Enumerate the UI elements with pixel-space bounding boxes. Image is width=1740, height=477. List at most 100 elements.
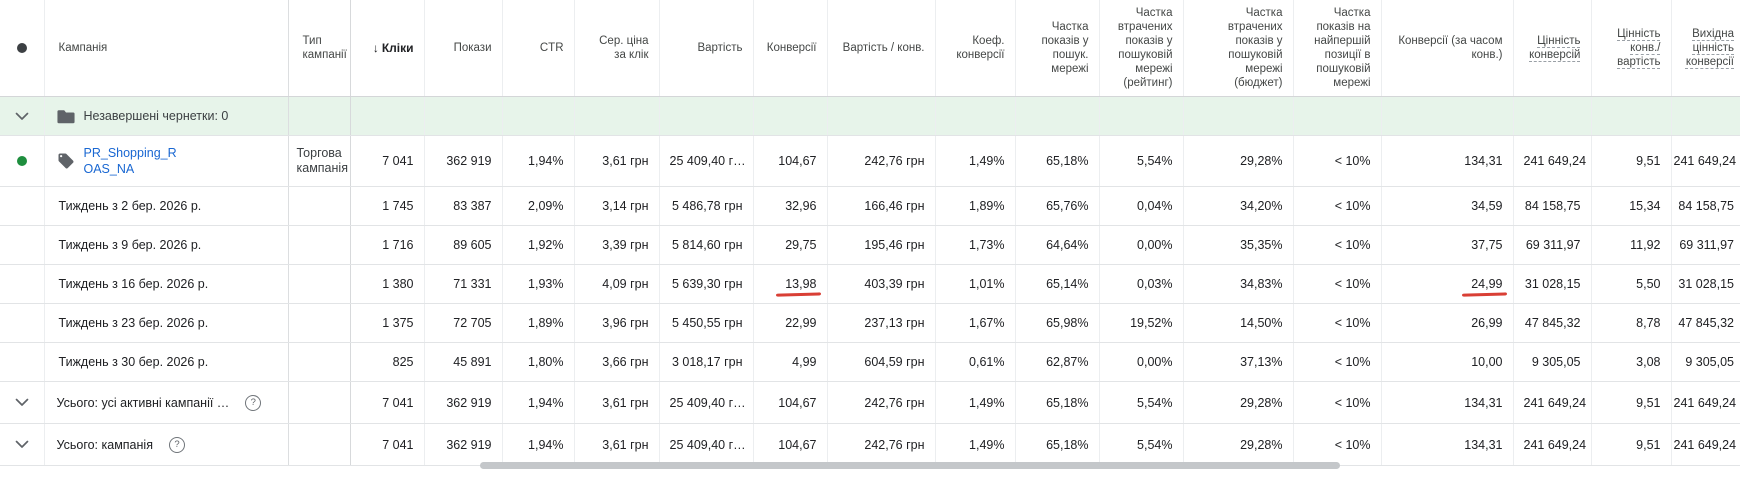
cell-search_lost_is_rank: 19,52% bbox=[1099, 303, 1184, 343]
cell-conv_rate: 1,49% bbox=[935, 381, 1016, 424]
cell-conv_value_per_cost: 9,51 bbox=[1591, 423, 1672, 466]
column-header-all_conv_value[interactable]: Вихідна цінність конверсії bbox=[1671, 0, 1740, 97]
metric-value: 0,00% bbox=[1137, 238, 1173, 252]
cell-search_impr_share: 64,64% bbox=[1015, 225, 1100, 265]
cell-campaign-type bbox=[288, 225, 351, 265]
cell-impressions: 362 919 bbox=[424, 381, 503, 424]
column-label-search_lost_is_budget: Частка втрачених показів у пошуковій мер… bbox=[1227, 7, 1283, 89]
metric-value: 22,99 bbox=[785, 316, 817, 330]
cell-cost: 5 639,30 грн bbox=[659, 264, 754, 304]
column-header-conv_value[interactable]: Цінність конверсій bbox=[1513, 0, 1592, 97]
metric-value: 1,01% bbox=[969, 277, 1005, 291]
cell-all_conv_value: 84 158,75 bbox=[1671, 186, 1740, 226]
column-header-avg_cpc[interactable]: Сер. ціна за клік bbox=[574, 0, 660, 97]
metric-value: 29,28% bbox=[1240, 437, 1283, 452]
metric-value: 237,13 грн bbox=[864, 316, 925, 330]
campaign-table: Кампанія Тип кампанії ↓ Кліки Покази CTR Сер. … bbox=[0, 0, 1740, 466]
column-header-conv_by_time[interactable]: Конверсії (за часом конв.) bbox=[1381, 0, 1514, 97]
cell-cost_per_conv: 237,13 грн bbox=[827, 303, 936, 343]
metric-value: 7 041 bbox=[382, 395, 414, 410]
help-icon[interactable]: ? bbox=[245, 394, 262, 411]
cell-clicks: 1 745 bbox=[350, 186, 425, 226]
column-header-type[interactable]: Тип кампанії bbox=[288, 0, 351, 97]
cell-status bbox=[0, 423, 45, 466]
red-underlined-value: 13,98 bbox=[785, 277, 817, 291]
chevron-down-icon[interactable] bbox=[15, 112, 29, 121]
column-header-cost[interactable]: Вартість bbox=[659, 0, 754, 97]
cell-campaign-type bbox=[288, 342, 351, 382]
help-icon[interactable]: ? bbox=[168, 436, 185, 453]
cell-search_impr_share: 65,98% bbox=[1015, 303, 1100, 343]
metric-value: 9,51 bbox=[1636, 437, 1661, 452]
column-label-cost: Вартість bbox=[697, 42, 743, 54]
cell-campaign-type: Торгова кампанія bbox=[288, 135, 351, 187]
metric-value: 3,08 bbox=[1636, 355, 1661, 369]
week-row: Тиждень з 9 бер. 2026 р. 1 716 89 605 1,92%… bbox=[0, 225, 1740, 265]
column-header-search_lost_is_budget[interactable]: Частка втрачених показів у пошуковій мер… bbox=[1183, 0, 1294, 97]
cell-conv_value: 47 845,32 bbox=[1513, 303, 1592, 343]
cell-campaign: Усього: усі активні кампанії …? bbox=[44, 381, 289, 424]
metric-value: 241 649,24 bbox=[1523, 154, 1587, 168]
chevron-down-icon[interactable] bbox=[15, 398, 29, 407]
cell-campaign: Тиждень з 30 бер. 2026 р. bbox=[44, 342, 289, 382]
cell-ctr: 1,94% bbox=[502, 423, 575, 466]
column-label-ctr: CTR bbox=[539, 42, 564, 54]
cell-conversions: 32,96 bbox=[753, 186, 828, 226]
cell-ctr: 2,09% bbox=[502, 186, 575, 226]
metric-value: 825 bbox=[392, 355, 414, 369]
column-header-ctr[interactable]: CTR bbox=[502, 0, 575, 97]
column-label-avg_cpc: Сер. ціна за клік bbox=[599, 35, 649, 61]
metric-value: 242,76 грн bbox=[864, 154, 925, 168]
chevron-down-icon[interactable] bbox=[15, 440, 29, 449]
metric-value: 166,46 грн bbox=[864, 199, 925, 213]
horizontal-scrollbar-track[interactable] bbox=[0, 460, 1740, 472]
metric-value: 1,94% bbox=[528, 395, 564, 410]
column-header-clicks[interactable]: ↓ Кліки bbox=[350, 0, 425, 97]
metric-value: 195,46 грн bbox=[864, 238, 925, 252]
cell-conv_by_time: 134,31 bbox=[1381, 135, 1514, 187]
metric-value: 15,34 bbox=[1629, 199, 1661, 213]
cell-status bbox=[0, 135, 45, 187]
column-header-conv_rate[interactable]: Коеф. конверсії bbox=[935, 0, 1016, 97]
cell-ctr: 1,92% bbox=[502, 225, 575, 265]
column-header-impressions[interactable]: Покази bbox=[424, 0, 503, 97]
metric-value: 241 649,24 bbox=[1523, 395, 1587, 410]
metric-value: 0,04% bbox=[1137, 199, 1173, 213]
metric-value: 35,35% bbox=[1240, 238, 1283, 252]
cell-campaign: Тиждень з 2 бер. 2026 р. bbox=[44, 186, 289, 226]
cell-search_abs_top_is bbox=[1293, 96, 1382, 136]
column-header-campaign[interactable]: Кампанія bbox=[44, 0, 289, 97]
enabled-status-icon[interactable] bbox=[16, 156, 27, 166]
column-header-search_impr_share[interactable]: Частка показів у пошук. мережі bbox=[1015, 0, 1100, 97]
column-label-search_lost_is_rank: Частка втрачених показів у пошуковій мер… bbox=[1117, 7, 1173, 89]
column-header-search_lost_is_rank[interactable]: Частка втрачених показів у пошуковій мер… bbox=[1099, 0, 1184, 97]
cell-status bbox=[0, 381, 45, 424]
cell-all_conv_value: 241 649,24 bbox=[1671, 135, 1740, 187]
cell-search_lost_is_rank: 5,54% bbox=[1099, 135, 1184, 187]
cell-clicks: 7 041 bbox=[350, 423, 425, 466]
cell-search_abs_top_is: < 10% bbox=[1293, 381, 1382, 424]
horizontal-scrollbar-thumb[interactable] bbox=[480, 462, 1340, 469]
cell-conv_rate: 1,89% bbox=[935, 186, 1016, 226]
column-header-conversions[interactable]: Конверсії bbox=[753, 0, 828, 97]
campaign-name-link[interactable]: PR_Shopping_R OAS_NA bbox=[83, 146, 177, 176]
cell-cost_per_conv: 195,46 грн bbox=[827, 225, 936, 265]
cell-impressions: 72 705 bbox=[424, 303, 503, 343]
cell-cost: 25 409,40 г… bbox=[659, 381, 754, 424]
cell-conv_value_per_cost: 3,08 bbox=[1591, 342, 1672, 382]
metric-value: 64,64% bbox=[1046, 238, 1089, 252]
metric-value: 2,09% bbox=[528, 199, 564, 213]
metric-value: 0,00% bbox=[1137, 355, 1173, 369]
cell-status bbox=[0, 186, 45, 226]
column-header-cost_per_conv[interactable]: Вартість / конв. bbox=[827, 0, 936, 97]
metric-value: 5 450,55 грн bbox=[671, 316, 743, 330]
metric-value: 1,49% bbox=[969, 395, 1005, 410]
column-header-search_abs_top_is[interactable]: Частка показів на найпершій позиції в по… bbox=[1293, 0, 1382, 97]
metric-value: 65,18% bbox=[1046, 154, 1089, 168]
column-header-conv_value_per_cost[interactable]: Цінність конв./ вартість bbox=[1591, 0, 1672, 97]
metric-value: 8,78 bbox=[1636, 316, 1661, 330]
cell-clicks: 7 041 bbox=[350, 381, 425, 424]
cell-conv_value: 84 158,75 bbox=[1513, 186, 1592, 226]
cell-conversions: 104,67 bbox=[753, 381, 828, 424]
